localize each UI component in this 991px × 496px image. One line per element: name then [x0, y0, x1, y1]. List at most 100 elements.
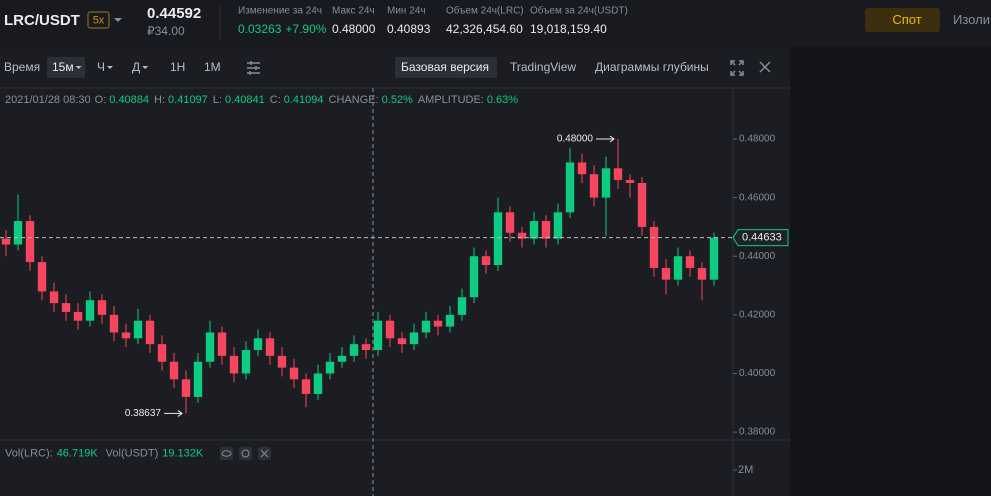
- candle-body: [109, 314, 119, 333]
- caret[interactable]: [142, 66, 149, 69]
- info-text: O:: [95, 94, 107, 106]
- close-icon[interactable]: [759, 61, 771, 73]
- candle-body: [73, 311, 83, 321]
- eye-icon[interactable]: [220, 447, 233, 460]
- volume-text: Vol(LRC):: [5, 447, 53, 459]
- candle-body: [433, 320, 443, 327]
- stat-label: Объем 24ч(LRC): [446, 5, 524, 17]
- candle-body: [553, 212, 563, 239]
- candle-body: [253, 338, 263, 351]
- marker-arrow: [596, 135, 615, 143]
- settings-icon[interactable]: [247, 61, 260, 75]
- candle-body: [589, 174, 599, 198]
- info-text: C:: [270, 94, 281, 106]
- marker-label: 0.48000: [557, 134, 594, 145]
- candle-body: [385, 320, 395, 339]
- candle-body: [61, 303, 71, 312]
- tab[interactable]: Изоли: [953, 12, 990, 27]
- candle-body: [169, 361, 179, 380]
- candle-body: [229, 355, 239, 374]
- stat-value: 0.03263: [238, 22, 282, 36]
- info-text: 0.40841: [225, 94, 265, 106]
- tab[interactable]: Спот: [892, 12, 921, 27]
- last-price-tag: [732, 229, 789, 247]
- stat-value: 19,018,159.40: [530, 22, 607, 36]
- interval[interactable]: Д: [132, 60, 140, 74]
- info-text: 0.40884: [109, 94, 149, 106]
- candle-body: [217, 332, 227, 356]
- info-text: CHANGE:: [329, 94, 379, 106]
- price: 0.44592: [147, 5, 201, 22]
- candle-body: [649, 226, 659, 268]
- x-shape: [260, 449, 269, 458]
- marker-arrow: [164, 410, 183, 417]
- candle-body: [145, 320, 155, 345]
- top-bar: [0, 0, 991, 47]
- settings-icon[interactable]: [239, 447, 252, 460]
- candle-body: [577, 162, 587, 175]
- candle-body: [361, 344, 371, 351]
- candle-body: [685, 256, 695, 268]
- chart-panel: [0, 47, 790, 496]
- volume-text: 19.132K: [162, 447, 204, 459]
- candle-body: [193, 361, 203, 397]
- candle-body: [241, 350, 251, 374]
- y-tick-label: 0.40000: [739, 368, 776, 379]
- candle-body: [565, 162, 575, 213]
- view-tab[interactable]: Базовая версия: [401, 60, 489, 74]
- candle-body: [397, 338, 407, 345]
- info-text: L:: [213, 94, 222, 106]
- candle-body: [481, 256, 491, 266]
- candle-body: [313, 373, 323, 394]
- view-tab[interactable]: TradingView: [510, 60, 576, 74]
- candle-body: [301, 379, 311, 394]
- leverage[interactable]: 5x: [93, 14, 105, 26]
- candle-body: [541, 221, 551, 239]
- candle-body: [661, 267, 671, 280]
- interval[interactable]: 1М: [204, 60, 221, 74]
- info-text: 2021/01/28 08:30: [5, 94, 91, 106]
- candle-body: [517, 232, 527, 239]
- interval[interactable]: 1Н: [170, 60, 185, 74]
- view-tab[interactable]: Диаграммы глубины: [595, 60, 709, 74]
- candle-body: [601, 168, 611, 198]
- candle-body: [529, 221, 539, 239]
- candle-body: [181, 379, 191, 397]
- candle-body: [709, 237, 719, 280]
- interval[interactable]: 15м: [52, 60, 74, 74]
- stat-extra: +7.90%: [285, 22, 326, 36]
- volume-text: 46.719K: [57, 447, 99, 459]
- candle-body: [37, 262, 47, 292]
- volume-icons: [220, 447, 271, 460]
- y-tick-label: 0.44000: [739, 251, 776, 262]
- fullscreen-icon[interactable]: [730, 60, 744, 76]
- candle-body: [469, 256, 479, 298]
- y-tick-label: 0.38000: [739, 427, 776, 438]
- candle-body: [1, 238, 11, 245]
- candle-body: [157, 344, 167, 362]
- price-local: ₽34.00: [147, 24, 185, 38]
- dropdown-icon[interactable]: [114, 18, 122, 22]
- caret[interactable]: [107, 66, 113, 69]
- candle-body: [373, 320, 383, 351]
- volume-axis-label: 2M: [738, 464, 753, 476]
- info-text: AMPLITUDE:: [418, 94, 484, 106]
- caret[interactable]: [75, 66, 82, 69]
- candle-body: [637, 182, 647, 227]
- candle-body: [97, 300, 107, 315]
- tab-active[interactable]: [865, 8, 940, 32]
- info-text: 0.41094: [284, 94, 324, 106]
- candle-body: [205, 332, 215, 362]
- candle-body: [133, 320, 143, 339]
- candle-body: [697, 267, 707, 280]
- view-active[interactable]: [395, 57, 497, 78]
- info-text: 0.63%: [487, 94, 518, 106]
- interval-active[interactable]: [47, 57, 85, 78]
- leverage-badge[interactable]: [87, 11, 110, 29]
- info-text: 0.41097: [168, 94, 208, 106]
- y-tick-label: 0.48000: [739, 134, 776, 145]
- interval[interactable]: Ч: [97, 60, 105, 74]
- candle-body: [277, 355, 287, 368]
- gear-shape: [241, 449, 250, 458]
